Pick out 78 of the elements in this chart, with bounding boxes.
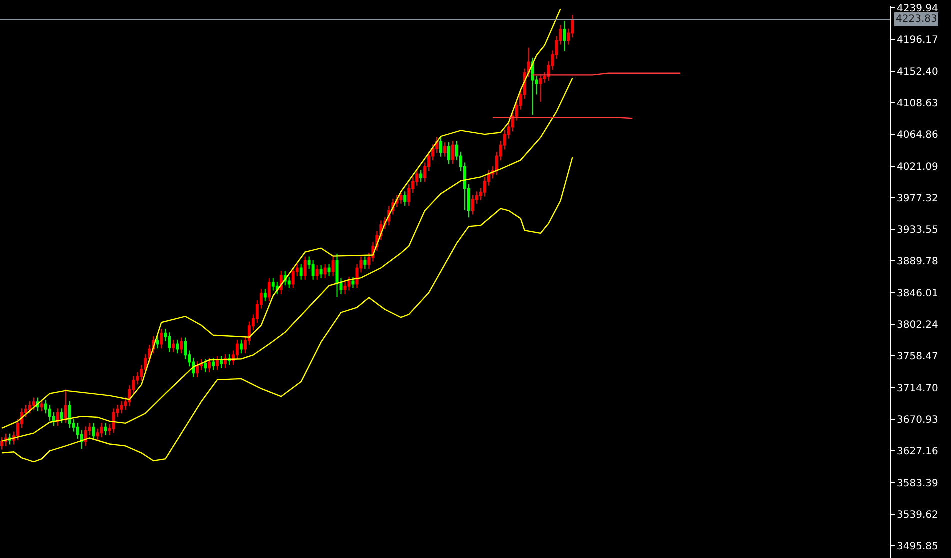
candlestick	[444, 142, 446, 158]
y-tick-label: 3889.78	[897, 256, 938, 268]
candlestick	[420, 169, 423, 183]
candlestick	[100, 422, 104, 438]
candlestick	[84, 426, 88, 447]
y-tick-label: 3583.39	[897, 478, 938, 490]
candlestick	[168, 332, 172, 353]
candlestick	[300, 263, 303, 280]
candlestick	[404, 191, 407, 207]
candlestick	[328, 263, 331, 277]
y-tick-label: 4064.86	[897, 130, 938, 142]
y-tick-label: 3627.16	[897, 446, 938, 458]
candlestick	[120, 400, 124, 414]
y-tick-label: 3977.32	[897, 193, 938, 204]
candlestick	[264, 288, 267, 302]
candlestick	[471, 194, 474, 216]
candlestick	[336, 253, 339, 298]
candlestick	[304, 256, 307, 280]
candlestick	[240, 339, 243, 354]
candlestick	[364, 256, 367, 270]
candlestick	[292, 267, 295, 290]
y-tick-label: 3539.62	[897, 510, 938, 521]
candlestick	[340, 278, 343, 295]
candlestick	[104, 422, 108, 436]
candlestick	[204, 358, 208, 373]
line-series	[1, 156, 574, 463]
candlestick	[352, 276, 355, 290]
candlestick	[452, 140, 454, 165]
y-tick-label: 3670.93	[897, 414, 938, 426]
candlestick	[316, 264, 319, 280]
candlestick	[220, 356, 223, 369]
y-tick-label: 4021.09	[897, 162, 938, 173]
y-tick-label: 4196.17	[897, 35, 938, 46]
candlestick	[400, 191, 403, 204]
candlestick	[332, 256, 335, 277]
candlestick	[176, 339, 180, 354]
candlestick	[196, 361, 200, 378]
candlestick	[268, 278, 271, 302]
candlestick	[68, 400, 72, 429]
ref-line-label: 4223.83	[896, 14, 938, 25]
candlestick	[92, 422, 96, 441]
candlestick	[272, 278, 275, 292]
y-tick-label: 4152.40	[897, 66, 938, 78]
candlestick	[56, 408, 60, 426]
candlestick	[156, 336, 160, 350]
candlestick	[348, 276, 351, 292]
candlestick	[312, 260, 315, 280]
candlestick	[563, 20, 566, 52]
candlestick	[320, 264, 323, 279]
candlestick	[212, 357, 215, 371]
candlestick	[224, 354, 227, 369]
candlestick	[440, 136, 442, 158]
y-tick-label: 3846.01	[897, 288, 938, 300]
candlestick	[276, 282, 279, 295]
candlestick	[539, 74, 542, 102]
candlestick	[0, 437, 4, 450]
candlestick	[32, 397, 36, 411]
candlestick	[531, 57, 534, 116]
candlestick	[28, 400, 32, 414]
candlestick	[180, 337, 184, 354]
y-tick-label: 3495.85	[897, 542, 938, 553]
candlestick	[448, 142, 450, 165]
y-tick-label: 4108.63	[897, 98, 938, 110]
candlestick	[64, 389, 68, 424]
candlestick	[172, 339, 176, 353]
line-series	[1, 78, 574, 442]
y-tick-label: 4239.94	[897, 4, 938, 14]
candlestick	[60, 408, 64, 424]
candlestick	[160, 328, 164, 350]
candlestick	[40, 399, 44, 412]
y-tick-label: 3714.70	[897, 383, 938, 394]
y-tick-label: 3933.55	[897, 225, 938, 236]
line-series	[1, 8, 562, 430]
candlestick	[216, 356, 219, 371]
y-tick-label: 3802.24	[897, 320, 938, 332]
y-tick-label: 3758.47	[897, 352, 938, 363]
candlestick	[324, 263, 327, 279]
candlestick	[208, 357, 212, 373]
